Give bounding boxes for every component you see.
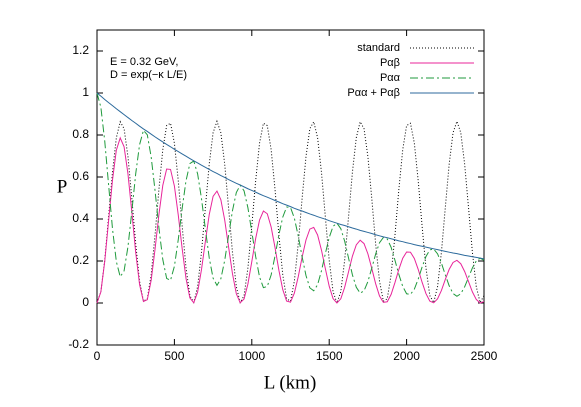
y-tick-label: 1	[82, 85, 89, 99]
x-tick-label: 500	[164, 349, 184, 363]
x-tick-label: 2500	[471, 349, 498, 363]
legend-label: Pαβ	[380, 57, 400, 69]
legend-label: standard	[357, 42, 400, 54]
legend-label: Pαα + Pαβ	[347, 87, 400, 99]
y-tick-label: 0.2	[72, 253, 89, 267]
x-axis-label: L (km)	[264, 372, 317, 393]
y-axis-label: P	[57, 176, 68, 197]
x-tick-label: 1000	[238, 349, 265, 363]
y-tick-label: 0.4	[72, 211, 89, 225]
y-tick-label: 0.8	[72, 127, 89, 141]
y-tick-label: 0	[82, 295, 89, 309]
plot-frame	[96, 29, 485, 346]
series-line	[96, 119, 485, 305]
series-line	[96, 136, 485, 304]
annotation: D = exp(−κ L/E)	[110, 69, 187, 81]
x-tick-label: 0	[94, 349, 101, 363]
y-tick-label: -0.2	[68, 337, 89, 351]
annotation: E = 0.32 GeV,	[110, 56, 178, 68]
y-tick-label: 0.6	[72, 169, 89, 183]
y-tick-label: 1.2	[72, 43, 89, 57]
series-line	[96, 92, 485, 297]
x-tick-label: 2000	[393, 349, 420, 363]
legend-label: Pαα	[380, 72, 401, 84]
series-line	[96, 92, 485, 260]
x-tick-label: 1500	[316, 349, 343, 363]
